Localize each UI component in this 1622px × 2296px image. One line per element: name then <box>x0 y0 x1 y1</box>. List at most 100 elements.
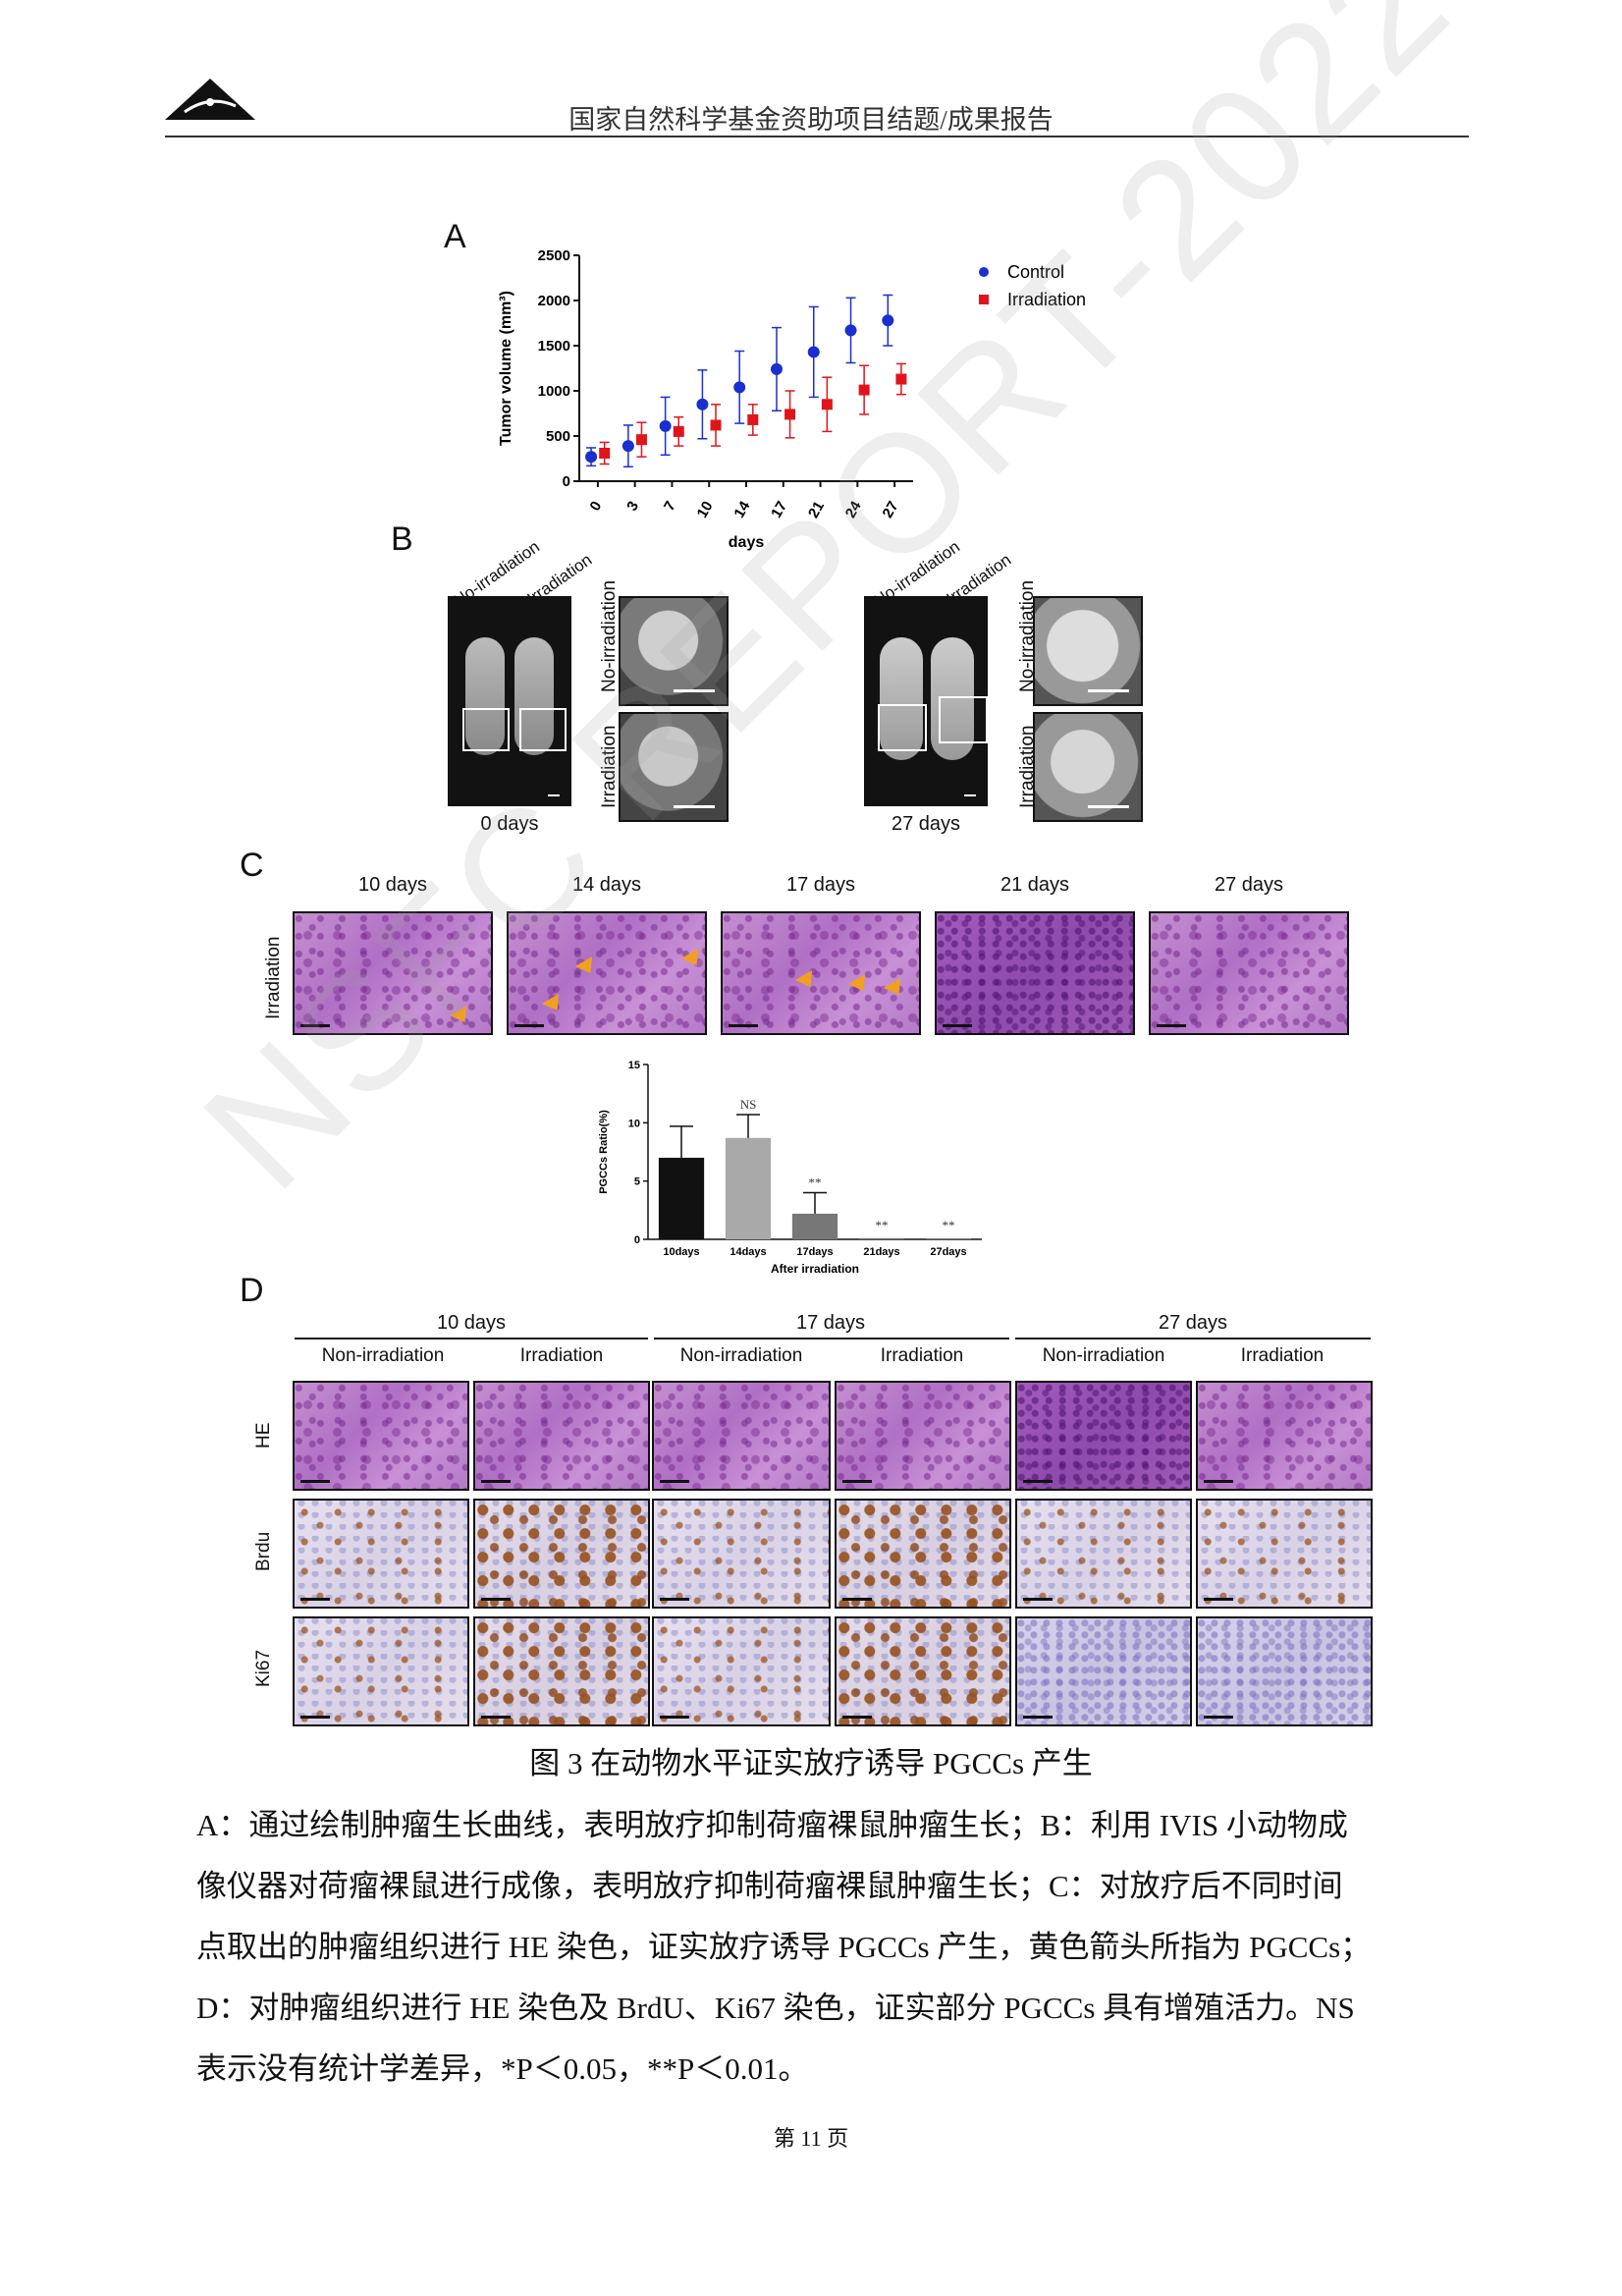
significance-label: NS <box>740 1097 757 1112</box>
c-he-17days <box>721 911 921 1035</box>
x-tick-label: 14 <box>730 498 753 521</box>
y-tick-label: 5 <box>634 1176 640 1188</box>
b-right-closeup-irr <box>1033 712 1143 822</box>
data-point-control <box>585 451 598 464</box>
b-left-side-label-1: No-irradiation <box>599 579 620 692</box>
c-he-21days <box>935 911 1135 1035</box>
d-brdu-17d-irr <box>835 1499 1011 1609</box>
significance-label: ** <box>809 1175 822 1190</box>
panel-letter-d: D <box>240 1272 264 1309</box>
data-point-control <box>882 314 894 327</box>
pgcc-arrow-icon <box>794 969 820 993</box>
data-point-irradiation <box>895 373 907 385</box>
x-tick-label: 7 <box>661 499 679 515</box>
bar-10days <box>658 1157 705 1239</box>
panel-letter-b: B <box>391 520 413 558</box>
b-right-ivis-image <box>864 596 988 806</box>
header-rule <box>165 136 1469 137</box>
d-he-17d-nonirr <box>652 1381 831 1491</box>
data-point-irradiation <box>821 399 833 410</box>
bar-17days <box>791 1213 838 1239</box>
c-he-14days <box>507 911 707 1035</box>
pgcc-arrow-icon <box>541 993 567 1016</box>
d-sub-label: Irradiation <box>880 1345 964 1366</box>
d-brdu-27d-nonirr <box>1015 1499 1192 1609</box>
c-row-label: Irradiation <box>263 936 284 1020</box>
data-point-irradiation <box>784 409 796 420</box>
legend-label: Irradiation <box>1007 290 1086 309</box>
d-he-10d-irr <box>473 1381 650 1491</box>
data-point-irradiation <box>747 413 759 425</box>
data-point-control <box>770 362 783 375</box>
tumor-volume-chart: 0 500 1000 1500 2000 2500 0 3 7 10 14 17 21 24 27 days T… <box>498 247 1086 551</box>
description-line: D：对肿瘤组织进行 HE 染色及 BrdU、Ki67 染色，证实部分 PGCCs… <box>196 1991 1355 2025</box>
d-group-rule-1 <box>295 1338 648 1339</box>
d-ki67-10d-nonirr <box>293 1616 469 1726</box>
d-group-label-3: 27 days <box>1158 1312 1228 1334</box>
y-tick-label: 1500 <box>538 338 570 355</box>
legend-label: Control <box>1007 262 1064 282</box>
c-he-10days <box>293 911 493 1035</box>
description-line: A：通过绘制肿瘤生长曲线，表明放疗抑制荷瘤裸鼠肿瘤生长；B：利用 IVIS 小动… <box>196 1808 1348 1842</box>
description-line: 像仪器对荷瘤裸鼠进行成像，表明放疗抑制荷瘤裸鼠肿瘤生长；C：对放疗后不同时间 <box>196 1869 1343 1903</box>
d-row-label-he: HE <box>253 1422 274 1449</box>
d-he-17d-irr <box>835 1381 1011 1491</box>
header-title: 国家自然科学基金资助项目结题/成果报告 <box>568 105 1054 135</box>
b-left-side-label-2: Irradiation <box>599 725 620 809</box>
description-line: 点取出的肿瘤组织进行 HE 染色，证实放疗诱导 PGCCs 产生，黄色箭头所指为… <box>196 1930 1372 1964</box>
data-point-irradiation <box>710 419 722 431</box>
pgcc-arrow-icon <box>883 977 908 1001</box>
x-tick-label: 21 <box>805 499 828 521</box>
data-point-control <box>659 419 672 432</box>
pgcc-ratio-chart: 0 5 10 15 10days NS 14days ** 17days ** 21days ** 27… <box>598 1060 982 1276</box>
significance-label: ** <box>943 1218 955 1232</box>
d-brdu-17d-nonirr <box>652 1499 831 1609</box>
data-point-control <box>622 440 634 453</box>
y-tick-label: 15 <box>628 1060 640 1071</box>
d-group-rule-2 <box>654 1338 1009 1339</box>
d-sub-label: Non-irradiation <box>1042 1345 1165 1366</box>
x-tick-label: 17 <box>768 499 790 521</box>
c-day-label-2: 14 days <box>571 874 642 896</box>
figure-caption: 图 3 在动物水平证实放疗诱导 PGCCs 产生 <box>529 1746 1093 1780</box>
data-point-irradiation <box>673 425 684 437</box>
x-tick-label: 27days <box>930 1246 966 1258</box>
y-tick-label: 2000 <box>538 293 570 309</box>
d-row-label-ki67: Ki67 <box>253 1649 274 1687</box>
y-tick-label: 500 <box>546 428 570 445</box>
d-he-10d-nonirr <box>293 1381 469 1491</box>
y-tick-label: 1000 <box>538 383 570 400</box>
pgcc-arrow-icon <box>680 948 706 971</box>
pgcc-arrow-icon <box>847 973 873 997</box>
bar-27days <box>925 1238 972 1239</box>
description-line: 表示没有统计学差异，*P＜0.05，**P＜0.01。 <box>196 2051 809 2086</box>
x-tick-label: 21days <box>863 1246 899 1258</box>
panel-letter-a: A <box>444 218 466 255</box>
d-ki67-10d-irr <box>473 1616 650 1726</box>
y-axis-label: Tumor volume (mm³) <box>498 291 514 446</box>
c-day-label-5: 27 days <box>1214 874 1284 896</box>
x-axis-label: days <box>729 534 765 551</box>
d-he-27d-nonirr <box>1015 1381 1192 1491</box>
d-group-label-1: 10 days <box>436 1312 507 1334</box>
legend-marker <box>979 295 989 304</box>
d-ki67-27d-nonirr <box>1015 1616 1192 1726</box>
d-he-27d-irr <box>1196 1381 1373 1491</box>
d-ki67-17d-irr <box>835 1616 1011 1726</box>
data-point-irradiation <box>635 434 647 446</box>
x-tick-label: 0 <box>586 499 605 515</box>
b-left-caption: 0 days <box>480 813 539 835</box>
d-brdu-10d-nonirr <box>293 1499 469 1609</box>
significance-label: ** <box>876 1218 889 1232</box>
c-day-label-1: 10 days <box>357 874 428 896</box>
data-point-control <box>844 324 857 337</box>
d-sub-label: Non-irradiation <box>679 1345 803 1366</box>
data-point-irradiation <box>599 447 611 459</box>
bar-21days <box>858 1237 905 1239</box>
nsfc-logo <box>165 79 255 120</box>
d-sub-label: Irradiation <box>1240 1345 1325 1366</box>
figure-description: A：通过绘制肿瘤生长曲线，表明放疗抑制荷瘤裸鼠肿瘤生长；B：利用 IVIS 小动… <box>196 1795 1435 2100</box>
d-ki67-27d-irr <box>1196 1616 1373 1726</box>
panel-letter-c: C <box>240 847 264 884</box>
b-right-caption: 27 days <box>891 813 961 835</box>
